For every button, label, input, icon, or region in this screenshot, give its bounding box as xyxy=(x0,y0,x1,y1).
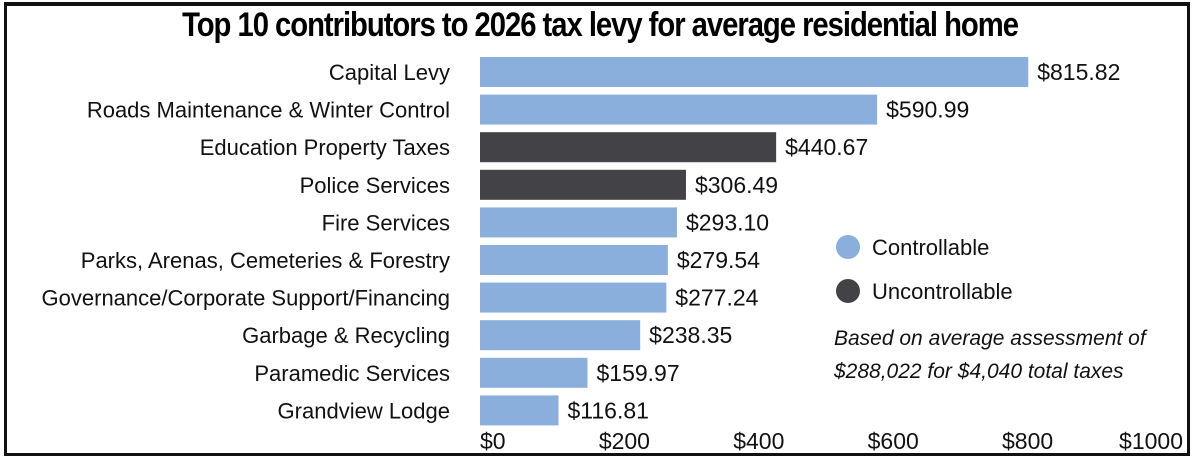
bar xyxy=(480,94,878,125)
value-label: $306.49 xyxy=(695,172,778,198)
value-label: $815.82 xyxy=(1037,59,1120,85)
category-label: Police Services xyxy=(300,173,450,198)
value-label: $590.99 xyxy=(886,97,969,123)
category-label: Fire Services xyxy=(322,210,450,235)
bar xyxy=(480,169,686,200)
x-tick-label: $600 xyxy=(868,428,919,454)
category-label: Governance/Corporate Support/Financing xyxy=(42,286,450,311)
bar xyxy=(480,132,777,163)
bar xyxy=(480,245,668,275)
bar xyxy=(480,57,1029,87)
category-label: Grandview Lodge xyxy=(278,398,450,423)
category-label: Education Property Taxes xyxy=(200,135,450,160)
x-tick-label: $400 xyxy=(733,428,784,454)
chart-title: Top 10 contributors to 2026 tax levy for… xyxy=(182,6,1019,44)
bar xyxy=(480,395,559,426)
annotation-text: $288,022 for $4,040 total taxes xyxy=(833,360,1124,383)
value-label: $440.67 xyxy=(785,134,868,160)
x-tick-label: $0 xyxy=(480,428,506,454)
category-label: Capital Levy xyxy=(329,60,450,85)
value-label: $238.35 xyxy=(649,322,732,348)
category-label: Roads Maintenance & Winter Control xyxy=(87,98,450,123)
bar xyxy=(480,320,641,351)
annotation-text: Based on average assessment of xyxy=(834,327,1148,350)
legend-marker xyxy=(836,279,860,303)
bar xyxy=(480,207,677,238)
value-label: $279.54 xyxy=(677,247,760,273)
x-tick-label: $1000 xyxy=(1119,428,1183,454)
legend-marker xyxy=(836,235,860,259)
category-label: Parks, Arenas, Cemeteries & Forestry xyxy=(81,248,450,273)
value-label: $159.97 xyxy=(596,360,679,386)
value-label: $116.81 xyxy=(567,397,648,423)
bar xyxy=(480,282,667,313)
x-tick-label: $200 xyxy=(599,428,650,454)
value-label: $293.10 xyxy=(686,209,769,235)
legend-label: Uncontrollable xyxy=(872,279,1013,304)
bar xyxy=(480,357,588,388)
value-label: $277.24 xyxy=(675,285,758,311)
category-label: Garbage & Recycling xyxy=(242,323,450,348)
category-label: Paramedic Services xyxy=(254,361,450,386)
x-tick-label: $800 xyxy=(1002,428,1053,454)
legend-label: Controllable xyxy=(872,235,989,260)
